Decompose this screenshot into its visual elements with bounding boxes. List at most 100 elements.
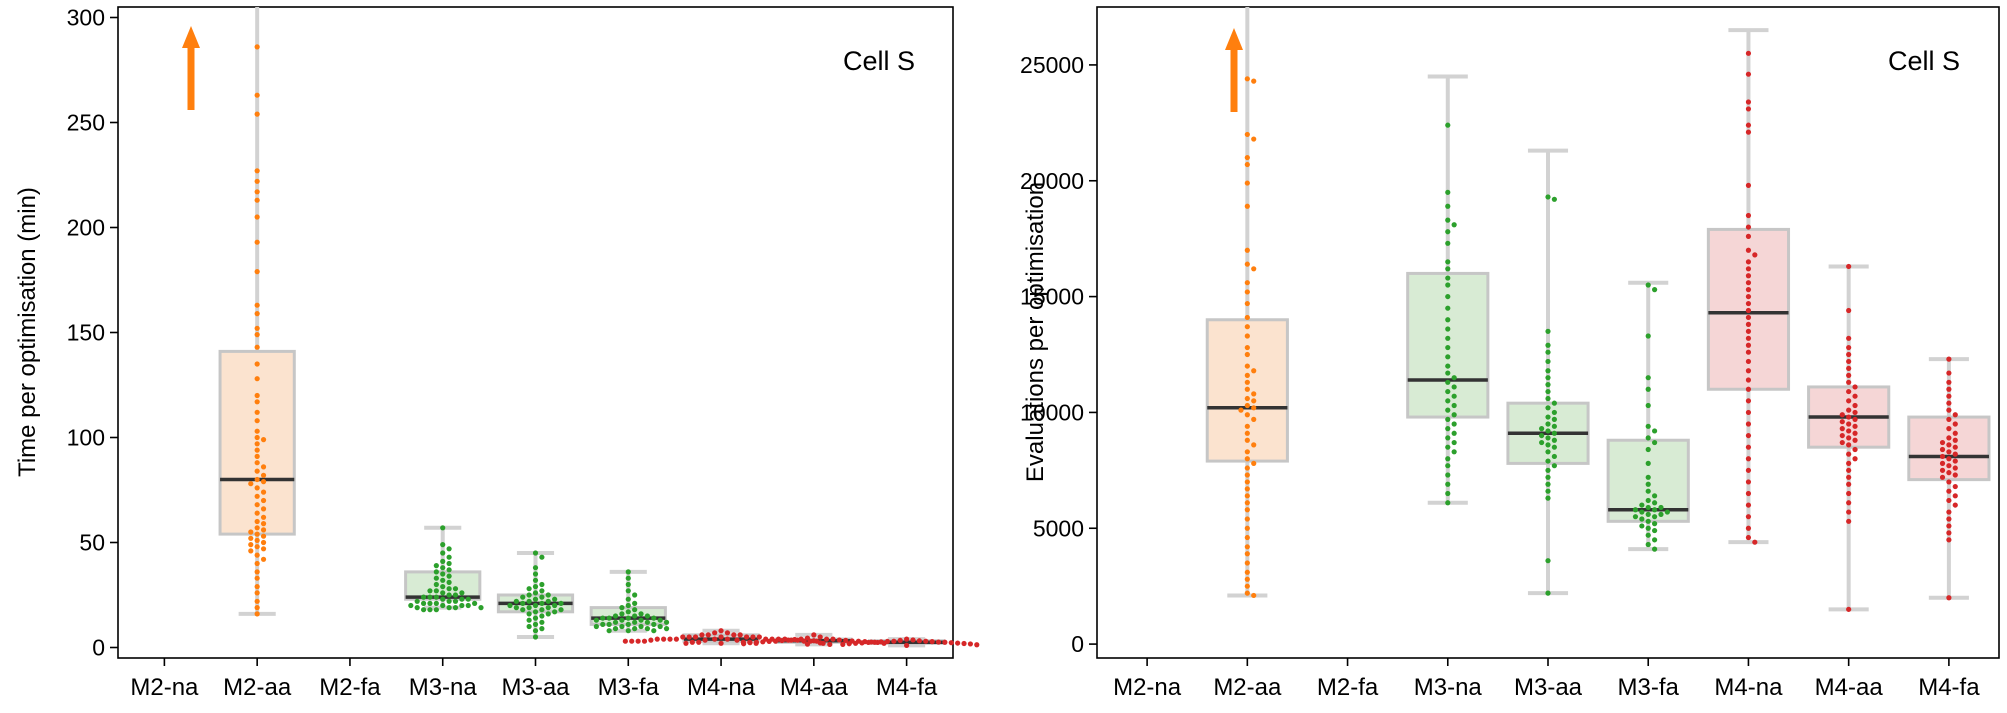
y-axis-label: Time per optimisation (min) [14,187,41,477]
data-point [750,634,756,640]
x-tick-label: M4-fa [876,674,938,701]
data-point [440,590,446,596]
data-point [718,628,724,634]
data-point [699,632,705,638]
data-point [712,636,718,642]
data-point [248,529,254,535]
data-point [1545,590,1551,596]
data-point [254,392,260,399]
data-point [1852,384,1858,390]
data-point [1745,280,1752,286]
data-point [532,615,539,621]
data-point [948,640,954,646]
data-point [657,623,663,630]
data-point [254,605,260,611]
data-point [910,637,916,643]
data-point [1244,203,1250,209]
data-point [1839,419,1845,425]
data-point [1745,409,1752,416]
data-point [644,613,651,619]
data-point [254,569,260,575]
x-tick-label: M3-aa [1514,674,1583,701]
data-point [539,626,545,632]
data-point [260,556,267,562]
data-point [520,594,526,600]
data-point [1645,541,1651,548]
data-point [929,639,935,645]
data-point [1445,435,1451,441]
data-point [254,544,260,550]
data-point [414,598,420,604]
data-point [1846,421,1852,427]
y-tick-label: 100 [67,425,105,451]
data-point [1244,379,1250,385]
data-point [612,613,619,619]
x-tick-label: M4-fa [1918,674,1980,701]
data-point [254,502,260,508]
data-point [1946,370,1952,376]
data-point [1545,368,1551,374]
data-point [1658,511,1664,517]
data-point [1652,521,1658,527]
data-point [843,637,849,643]
data-point [260,506,267,512]
data-point [625,569,631,575]
data-point [1451,421,1457,427]
data-point [1445,363,1451,369]
data-point [433,575,439,581]
data-point [532,571,539,577]
data-point [1852,393,1858,399]
data-point [539,613,545,619]
data-point [641,638,648,644]
data-point [1652,287,1658,293]
data-point [420,594,427,600]
data-point [1645,446,1651,453]
data-point [1939,467,1946,473]
data-point [1632,507,1639,513]
data-point [254,537,260,544]
x-tick-label: M3-aa [501,674,570,701]
data-point [446,546,452,552]
data-point [539,588,545,594]
data-point [1745,358,1752,365]
data-point [1445,388,1451,395]
data-point [1244,456,1250,462]
data-point [942,639,948,645]
x-tick-label: M4-na [687,674,756,701]
swarm-M4-fa [840,636,980,649]
swarm-M3-na [1445,122,1457,506]
data-point [644,619,651,625]
data-point [1244,76,1250,82]
data-point [772,638,779,644]
data-point [1652,527,1658,534]
axes-layer: 0 5000 10000 15000 20000 25000 M2-na M2-aa M2-fa… [1020,52,1980,701]
data-point [1445,275,1451,281]
data-point [254,598,260,604]
data-point [1745,335,1752,341]
data-point [254,453,260,459]
data-point [1244,154,1250,161]
data-point [1445,259,1451,265]
data-point [606,628,612,634]
data-point [1846,481,1852,487]
data-point [433,588,439,594]
data-point [254,269,260,275]
data-point [248,542,254,548]
data-point [756,634,762,640]
data-point [1745,50,1752,56]
data-point [1551,400,1557,406]
data-point [1244,551,1250,557]
data-point [865,639,871,646]
data-point [1946,497,1952,504]
data-point [248,481,254,487]
data-point [1946,442,1952,448]
data-point [846,641,852,647]
data-point [254,611,260,617]
data-point [433,607,439,613]
data-point [1244,569,1250,575]
y-tick-label: 15000 [1020,284,1084,310]
data-point [254,531,260,537]
data-point [1545,388,1551,395]
data-point [465,596,471,602]
data-point [859,640,865,646]
